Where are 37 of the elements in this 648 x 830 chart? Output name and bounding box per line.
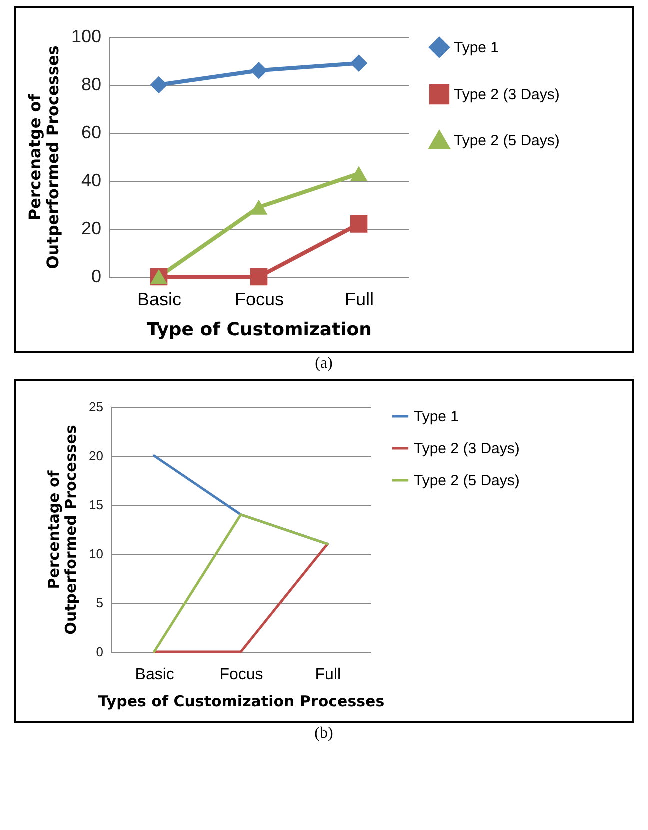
y-tick-label: 60 — [81, 122, 102, 142]
point — [350, 216, 368, 233]
y-tick-label: 100 — [71, 26, 102, 46]
y-tick-label: 25 — [89, 400, 104, 414]
x-tick-label: Full — [344, 290, 374, 310]
y-tick-label: 5 — [96, 596, 104, 610]
point — [250, 268, 268, 286]
point — [350, 54, 368, 72]
legend-label: Type 2 (3 Days) — [414, 440, 520, 458]
legend-label: Type 1 — [454, 40, 500, 56]
y-axis-title: Percenatge of Outperformed Processes — [25, 46, 62, 270]
y-tick-label: 10 — [89, 546, 104, 562]
x-tick-label: Basic — [135, 666, 174, 684]
point — [350, 166, 368, 182]
y-tick-label: 0 — [96, 644, 104, 660]
y-tick-label: 0 — [91, 266, 102, 286]
x-axis-title: Type of Customization — [147, 320, 372, 340]
y-tick-label: 15 — [89, 498, 104, 512]
x-tick-label: Focus — [220, 666, 264, 684]
point — [150, 76, 168, 94]
x-tick-label: Basic — [137, 290, 182, 310]
legend-label: Type 2 (3 Days) — [454, 86, 560, 104]
text: (a) — [314, 355, 334, 373]
y-tick-label: 20 — [81, 218, 102, 238]
x-tick-label: Focus — [234, 290, 284, 310]
y-tick-label: 20 — [89, 448, 104, 464]
x-tick-label: Full — [315, 666, 342, 684]
point — [250, 62, 268, 80]
legend-label: Type 2 (5 Days) — [414, 472, 520, 490]
y-axis-title: Percentage of Outperformed Processes — [45, 425, 80, 635]
legend-label: Type 2 (5 Days) — [454, 132, 560, 150]
y-tick-label: 40 — [81, 170, 102, 190]
point — [250, 200, 268, 215]
y-tick-label: 80 — [81, 74, 102, 94]
x-axis-title: Types of Customization Processes — [98, 692, 385, 710]
legend-label: Type 1 — [414, 408, 460, 426]
text: (b) — [314, 725, 334, 743]
